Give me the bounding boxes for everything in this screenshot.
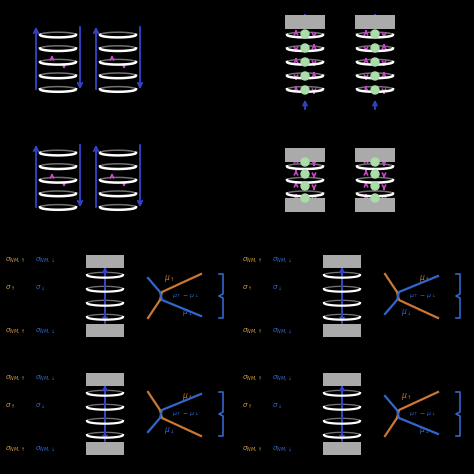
Bar — [323, 255, 361, 268]
Bar — [323, 442, 361, 455]
Circle shape — [301, 58, 309, 66]
Text: $\mu_{\uparrow}-\mu_{\downarrow}$: $\mu_{\uparrow}-\mu_{\downarrow}$ — [409, 410, 436, 418]
Circle shape — [371, 158, 379, 166]
Text: $\sigma_{NM,\uparrow}$: $\sigma_{NM,\uparrow}$ — [5, 374, 26, 383]
Bar — [355, 198, 395, 212]
Text: $\sigma_{\downarrow}$: $\sigma_{\downarrow}$ — [272, 402, 283, 410]
Circle shape — [371, 182, 379, 190]
Text: $\mu_{\downarrow}$: $\mu_{\downarrow}$ — [182, 307, 193, 318]
Text: $\sigma_{NM,\downarrow}$: $\sigma_{NM,\downarrow}$ — [35, 327, 56, 336]
Circle shape — [301, 72, 309, 80]
Text: $\sigma_{NM,\downarrow}$: $\sigma_{NM,\downarrow}$ — [35, 255, 56, 264]
Text: $\sigma_{NM,\uparrow}$: $\sigma_{NM,\uparrow}$ — [242, 255, 263, 264]
Bar — [285, 15, 325, 29]
Text: $\mu_{\downarrow}$: $\mu_{\downarrow}$ — [401, 307, 412, 318]
Text: $\sigma_{NM,\downarrow}$: $\sigma_{NM,\downarrow}$ — [272, 374, 293, 383]
Bar — [323, 324, 361, 337]
Circle shape — [371, 72, 379, 80]
Text: $\mu_{\uparrow}$: $\mu_{\uparrow}$ — [401, 391, 412, 401]
Bar — [86, 442, 124, 455]
Text: $\sigma_{NM,\downarrow}$: $\sigma_{NM,\downarrow}$ — [272, 327, 293, 336]
Text: $\sigma_{NM,\uparrow}$: $\sigma_{NM,\uparrow}$ — [242, 327, 263, 336]
Circle shape — [371, 86, 379, 94]
Bar — [355, 15, 395, 29]
Bar — [86, 324, 124, 337]
Text: $\mu_{\uparrow}$: $\mu_{\uparrow}$ — [419, 273, 430, 283]
Text: $\sigma_{\uparrow}$: $\sigma_{\uparrow}$ — [242, 283, 253, 292]
Text: $\mu_{\uparrow}-\mu_{\downarrow}$: $\mu_{\uparrow}-\mu_{\downarrow}$ — [172, 292, 199, 300]
Circle shape — [371, 194, 379, 202]
Circle shape — [301, 158, 309, 166]
Text: $\sigma_{NM,\downarrow}$: $\sigma_{NM,\downarrow}$ — [35, 374, 56, 383]
Text: $\sigma_{NM,\uparrow}$: $\sigma_{NM,\uparrow}$ — [242, 374, 263, 383]
Circle shape — [301, 86, 309, 94]
Bar — [355, 148, 395, 162]
Text: $\mu_{\downarrow}$: $\mu_{\downarrow}$ — [164, 425, 175, 436]
Text: $\sigma_{NM,\uparrow}$: $\sigma_{NM,\uparrow}$ — [5, 445, 26, 454]
Text: $\mu_{\downarrow}$: $\mu_{\downarrow}$ — [419, 425, 430, 436]
Bar — [285, 148, 325, 162]
Circle shape — [301, 30, 309, 38]
Circle shape — [301, 182, 309, 190]
Circle shape — [301, 44, 309, 52]
Text: $\sigma_{\downarrow}$: $\sigma_{\downarrow}$ — [35, 402, 46, 410]
Text: $\mu_{\uparrow}$: $\mu_{\uparrow}$ — [182, 391, 193, 401]
Text: $\sigma_{\downarrow}$: $\sigma_{\downarrow}$ — [35, 284, 46, 292]
Circle shape — [371, 44, 379, 52]
Text: $\sigma_{NM,\uparrow}$: $\sigma_{NM,\uparrow}$ — [5, 255, 26, 264]
Text: $\mu_{\uparrow}-\mu_{\downarrow}$: $\mu_{\uparrow}-\mu_{\downarrow}$ — [172, 410, 199, 418]
Text: $\sigma_{NM,\downarrow}$: $\sigma_{NM,\downarrow}$ — [272, 445, 293, 454]
Text: $\sigma_{\uparrow}$: $\sigma_{\uparrow}$ — [5, 283, 16, 292]
Text: $\sigma_{NM,\uparrow}$: $\sigma_{NM,\uparrow}$ — [5, 327, 26, 336]
Text: $\sigma_{NM,\downarrow}$: $\sigma_{NM,\downarrow}$ — [35, 445, 56, 454]
Text: $\mu_{\uparrow}-\mu_{\downarrow}$: $\mu_{\uparrow}-\mu_{\downarrow}$ — [409, 292, 436, 300]
Bar — [86, 255, 124, 268]
Bar — [285, 198, 325, 212]
Text: $\sigma_{\uparrow}$: $\sigma_{\uparrow}$ — [5, 401, 16, 410]
Text: $\sigma_{NM,\downarrow}$: $\sigma_{NM,\downarrow}$ — [272, 255, 293, 264]
Circle shape — [301, 194, 309, 202]
Text: $\mu_{\uparrow}$: $\mu_{\uparrow}$ — [164, 273, 175, 283]
Circle shape — [371, 170, 379, 178]
Circle shape — [371, 58, 379, 66]
Circle shape — [371, 30, 379, 38]
Text: $\sigma_{\uparrow}$: $\sigma_{\uparrow}$ — [242, 401, 253, 410]
Bar — [86, 373, 124, 386]
Bar — [323, 373, 361, 386]
Text: $\sigma_{\downarrow}$: $\sigma_{\downarrow}$ — [272, 284, 283, 292]
Text: $\sigma_{NM,\uparrow}$: $\sigma_{NM,\uparrow}$ — [242, 445, 263, 454]
Circle shape — [301, 170, 309, 178]
